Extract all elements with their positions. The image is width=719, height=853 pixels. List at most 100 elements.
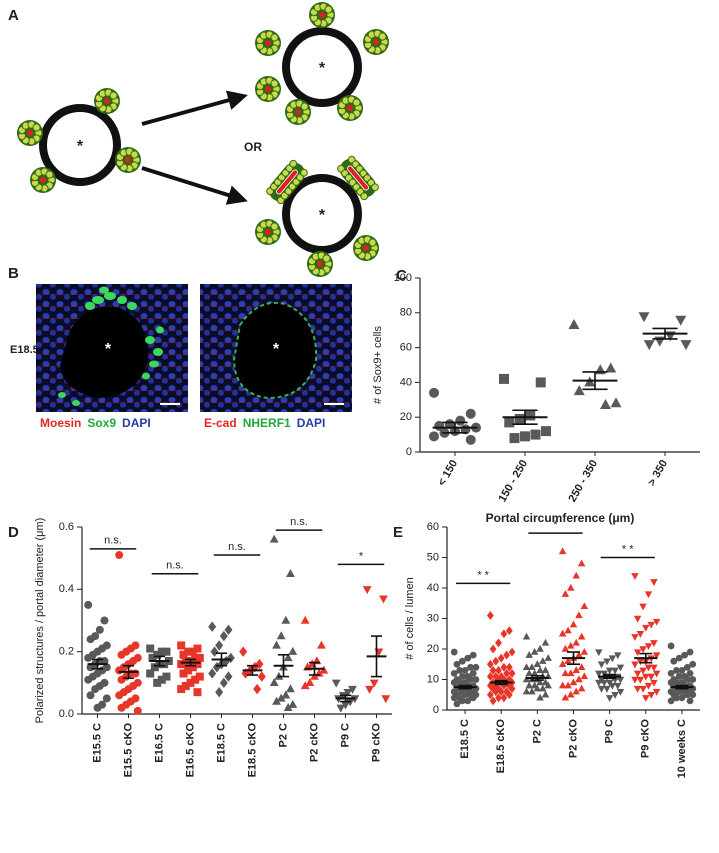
lumen bbox=[317, 261, 323, 267]
dot bbox=[530, 669, 539, 677]
dot bbox=[464, 654, 472, 662]
x-tick-label: E18.5 C bbox=[459, 719, 471, 759]
dot bbox=[115, 691, 124, 700]
dot bbox=[317, 640, 326, 649]
gland bbox=[353, 235, 379, 261]
dot bbox=[575, 611, 583, 619]
dot bbox=[650, 579, 658, 586]
dot bbox=[486, 690, 494, 700]
dot bbox=[288, 699, 298, 708]
lumen bbox=[27, 130, 33, 136]
significance-label: n.s. bbox=[104, 535, 122, 547]
dot bbox=[541, 426, 551, 437]
dot bbox=[633, 649, 642, 657]
dot bbox=[195, 653, 204, 662]
x-tick-label: 10 weeks C bbox=[676, 719, 688, 778]
dot bbox=[595, 679, 603, 687]
dot bbox=[504, 417, 515, 428]
dot bbox=[453, 700, 461, 708]
dot bbox=[153, 678, 162, 687]
dot bbox=[633, 615, 642, 623]
dot bbox=[91, 685, 100, 694]
dot bbox=[492, 672, 500, 681]
lumen bbox=[363, 245, 369, 251]
dot bbox=[597, 661, 606, 669]
dot bbox=[336, 704, 346, 713]
cell bbox=[322, 254, 331, 263]
panel-label: A bbox=[8, 7, 19, 24]
dot bbox=[522, 632, 531, 640]
cell bbox=[300, 102, 309, 111]
dot bbox=[535, 377, 546, 388]
dot bbox=[348, 685, 357, 694]
apical-membrane bbox=[232, 302, 318, 400]
significance-label: * bbox=[553, 519, 558, 531]
dot bbox=[150, 663, 159, 672]
arrow bbox=[141, 166, 248, 205]
dot bbox=[458, 673, 466, 680]
row-label: E18.5 bbox=[10, 344, 39, 356]
dot bbox=[673, 666, 680, 674]
dot bbox=[689, 691, 697, 699]
asterisk: * bbox=[319, 207, 326, 224]
dot bbox=[219, 677, 228, 689]
cell bbox=[300, 168, 308, 177]
dot bbox=[188, 647, 197, 656]
dot bbox=[184, 666, 193, 675]
dot bbox=[536, 644, 544, 652]
gland bbox=[255, 30, 281, 56]
dot bbox=[520, 431, 530, 442]
dot bbox=[647, 621, 655, 629]
dot bbox=[495, 638, 502, 648]
dot bbox=[95, 625, 104, 634]
dot bbox=[533, 660, 542, 667]
gland bbox=[307, 251, 333, 277]
dot bbox=[500, 662, 508, 672]
dot bbox=[492, 687, 500, 697]
asterisk: * bbox=[319, 60, 326, 77]
x-tick-label: P2 cKO bbox=[308, 723, 320, 763]
dot bbox=[533, 684, 542, 692]
dot bbox=[453, 660, 461, 668]
dot bbox=[499, 373, 509, 384]
dot bbox=[631, 573, 639, 580]
dot bbox=[458, 657, 466, 665]
significance-label: * * bbox=[477, 569, 489, 581]
dot bbox=[117, 703, 126, 712]
dot bbox=[503, 687, 511, 697]
dot bbox=[616, 688, 625, 696]
dot bbox=[429, 387, 439, 398]
dot bbox=[269, 678, 279, 687]
dot bbox=[689, 676, 697, 683]
dot bbox=[93, 703, 102, 712]
dot bbox=[650, 679, 658, 687]
x-tick-label: P9 cKO bbox=[370, 723, 382, 763]
dot bbox=[191, 653, 200, 662]
significance-label: n.s. bbox=[228, 541, 246, 553]
dot bbox=[215, 686, 224, 698]
dot bbox=[558, 629, 567, 637]
x-tick-label: P2 cKO bbox=[567, 719, 579, 759]
dot bbox=[650, 640, 658, 647]
y-tick-label: 0.2 bbox=[59, 646, 74, 658]
dot bbox=[608, 655, 617, 663]
dot bbox=[497, 653, 505, 663]
dot bbox=[667, 642, 675, 650]
dot bbox=[497, 672, 505, 681]
dot bbox=[276, 631, 286, 640]
dot bbox=[522, 663, 531, 671]
cell bbox=[270, 79, 279, 88]
dot bbox=[647, 673, 655, 681]
significance-label: n.s. bbox=[166, 560, 184, 572]
dot bbox=[683, 691, 691, 699]
dot bbox=[186, 678, 195, 687]
dot bbox=[642, 695, 650, 702]
dot bbox=[157, 675, 166, 684]
gland bbox=[337, 95, 363, 121]
stain-label: DAPI bbox=[297, 416, 326, 430]
asterisk: * bbox=[105, 341, 112, 358]
dot bbox=[177, 685, 186, 694]
or-label: OR bbox=[244, 140, 262, 154]
x-tick-label: P9 cKO bbox=[640, 719, 652, 759]
